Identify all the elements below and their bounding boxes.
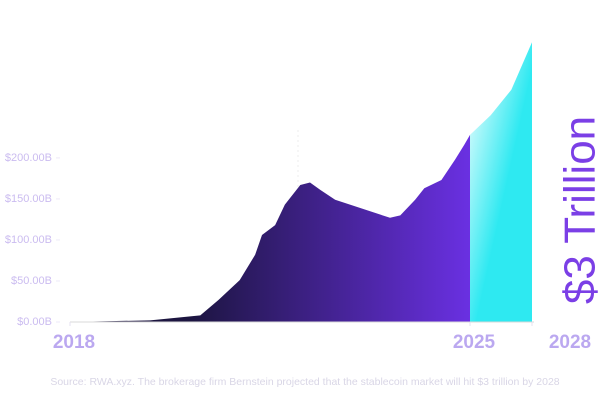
x-tick-label: 2018 [53,332,95,353]
y-tick-label: $100.00B [5,234,52,246]
y-tick-label: $0.00B [17,316,52,328]
annotation: $3 Trillion [556,116,600,304]
source: Source: RWA.xyz. The brokerage firm Bern… [50,376,559,388]
area [470,42,532,322]
y-tick-label: $50.00B [11,275,52,287]
x-tick-label: 2028 [549,332,591,353]
area [70,134,470,322]
y-tick-label: $200.00B [5,152,52,164]
y-tick-label: $150.00B [5,193,52,205]
x-tick-label: 2025 [453,332,496,353]
